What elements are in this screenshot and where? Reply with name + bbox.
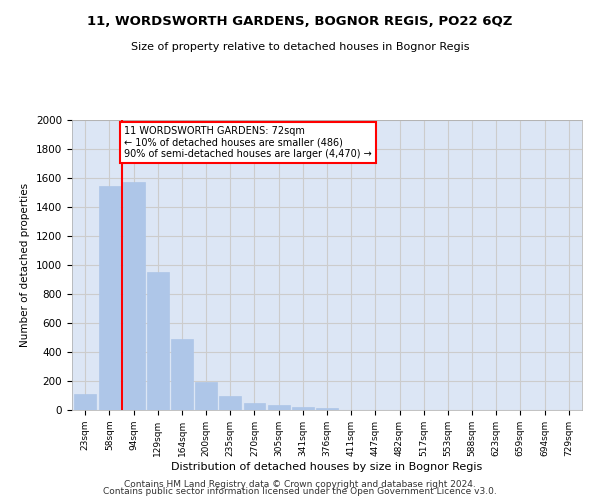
- X-axis label: Distribution of detached houses by size in Bognor Regis: Distribution of detached houses by size …: [172, 462, 482, 471]
- Bar: [292, 407, 314, 410]
- Text: 11, WORDSWORTH GARDENS, BOGNOR REGIS, PO22 6QZ: 11, WORDSWORTH GARDENS, BOGNOR REGIS, PO…: [88, 15, 512, 28]
- Text: Size of property relative to detached houses in Bognor Regis: Size of property relative to detached ho…: [131, 42, 469, 52]
- Bar: [123, 182, 145, 410]
- Bar: [147, 272, 169, 410]
- Text: Contains public sector information licensed under the Open Government Licence v3: Contains public sector information licen…: [103, 488, 497, 496]
- Bar: [98, 186, 121, 410]
- Text: 11 WORDSWORTH GARDENS: 72sqm
← 10% of detached houses are smaller (486)
90% of s: 11 WORDSWORTH GARDENS: 72sqm ← 10% of de…: [124, 126, 372, 159]
- Text: Contains HM Land Registry data © Crown copyright and database right 2024.: Contains HM Land Registry data © Crown c…: [124, 480, 476, 489]
- Bar: [74, 394, 96, 410]
- Bar: [244, 403, 265, 410]
- Bar: [220, 396, 241, 410]
- Bar: [268, 405, 290, 410]
- Bar: [171, 339, 193, 410]
- Bar: [316, 408, 338, 410]
- Y-axis label: Number of detached properties: Number of detached properties: [20, 183, 31, 347]
- Bar: [195, 382, 217, 410]
